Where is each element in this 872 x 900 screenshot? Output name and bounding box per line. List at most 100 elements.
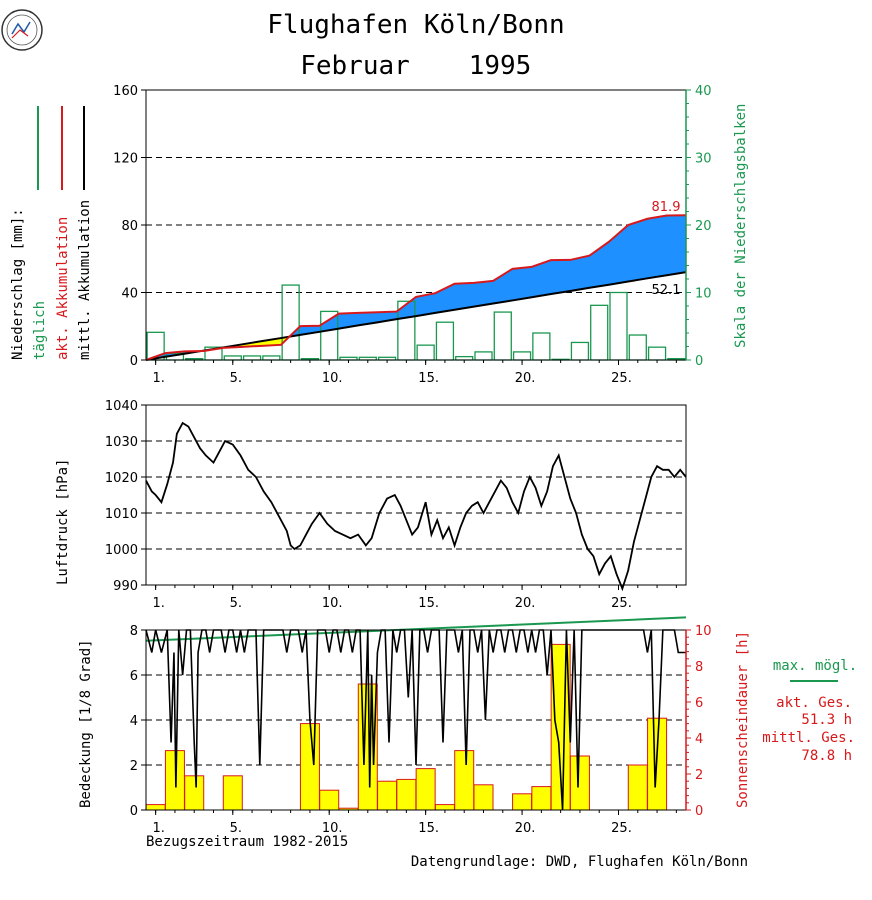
accum-surplus-area <box>557 260 558 294</box>
accum-surplus-area <box>621 230 622 283</box>
legend-actual: akt. Akkumulation <box>55 217 71 360</box>
accum-surplus-area <box>361 312 362 325</box>
accum-surplus-area <box>618 233 619 284</box>
precip-daily-bar <box>512 351 532 361</box>
accum-surplus-area <box>652 217 653 278</box>
accum-surplus-area <box>467 283 468 308</box>
accum-surplus-area <box>437 291 438 313</box>
sunshine-bar <box>145 804 166 811</box>
accum-surplus-area <box>537 264 538 297</box>
y-right-tick-label: 10 <box>695 624 712 639</box>
accum-surplus-area <box>450 285 451 311</box>
accum-surplus-area <box>664 215 665 276</box>
accum-surplus-area <box>354 313 355 327</box>
precip-daily-bar <box>242 355 262 361</box>
accum-surplus-area <box>445 287 446 312</box>
accum-surplus-area <box>322 323 323 332</box>
y-tick-label: 120 <box>113 152 138 167</box>
accum-surplus-area <box>343 313 344 328</box>
accum-surplus-area <box>564 259 565 292</box>
accum-surplus-area <box>661 216 662 277</box>
accum-surplus-area <box>380 312 381 322</box>
accum-surplus-area <box>476 282 477 307</box>
x-tick-label: 20. <box>515 821 536 836</box>
accum-surplus-area <box>555 260 556 294</box>
accum-surplus-area <box>304 325 305 335</box>
data-source: Datengrundlage: DWD, Flughafen Köln/Bonn <box>411 854 748 870</box>
accum-surplus-area <box>499 276 500 303</box>
accum-surplus-area <box>616 234 617 284</box>
accum-surplus-area <box>453 284 454 310</box>
accum-surplus-area <box>309 325 310 334</box>
accum-surplus-area <box>494 279 495 304</box>
accum-surplus-area <box>382 312 383 322</box>
accum-surplus-area <box>406 303 407 318</box>
y-tick-label: 0 <box>130 354 138 369</box>
accum-surplus-area <box>335 315 336 330</box>
accum-surplus-area <box>559 260 560 293</box>
accum-surplus-area <box>572 259 573 291</box>
accum-surplus-area <box>371 312 372 324</box>
pressure-line <box>145 421 687 592</box>
accum-surplus-area <box>368 312 369 324</box>
accum-surplus-area <box>522 267 523 299</box>
accum-surplus-area <box>677 215 678 274</box>
accum-surplus-area <box>367 312 368 325</box>
accum-surplus-area <box>558 260 559 293</box>
accum-surplus-area <box>502 274 503 303</box>
accum-surplus-area <box>435 292 436 313</box>
accum-surplus-area <box>464 283 465 309</box>
accum-surplus-area <box>383 312 384 322</box>
accum-surplus-area <box>671 215 672 275</box>
accum-surplus-area <box>645 219 646 279</box>
accum-surplus-area <box>633 223 634 281</box>
accum-surplus-area <box>401 307 402 319</box>
accum-surplus-area <box>486 281 487 305</box>
accum-surplus-area <box>682 215 683 273</box>
accum-surplus-area <box>510 269 511 301</box>
precip-right-ylabel: Skala der Niederschlagsbalken <box>733 104 749 348</box>
accum-surplus-area <box>474 282 475 307</box>
accum-surplus-area <box>598 248 599 287</box>
precip-daily-bar <box>474 351 493 361</box>
accum-surplus-area <box>588 255 589 289</box>
accum-surplus-area <box>517 268 518 300</box>
x-tick-label: 10. <box>322 821 343 836</box>
accum-surplus-area <box>640 220 641 280</box>
x-tick-label: 20. <box>515 596 536 611</box>
accum-surplus-area <box>328 319 329 331</box>
accum-surplus-area <box>681 215 682 273</box>
y-right-tick-label: 30 <box>695 152 712 167</box>
accum-surplus-area <box>485 281 486 305</box>
accum-deficit-area <box>278 338 279 345</box>
accum-surplus-area <box>372 312 373 324</box>
accum-surplus-area <box>316 325 317 333</box>
accum-surplus-area <box>521 267 522 300</box>
x-tick-label: 1. <box>152 596 164 611</box>
accum-surplus-area <box>353 313 354 327</box>
accum-surplus-area <box>528 267 529 298</box>
accum-surplus-area <box>462 283 463 309</box>
y-tick-label: 1030 <box>105 435 138 450</box>
accum-surplus-area <box>444 288 445 312</box>
accum-surplus-area <box>533 266 534 298</box>
accum-surplus-area <box>580 257 581 290</box>
accum-surplus-area <box>441 289 442 312</box>
mean-total-label: mittl. Ges. <box>762 730 855 746</box>
accum-surplus-area <box>631 223 632 282</box>
accum-surplus-area <box>355 312 356 326</box>
accum-surplus-area <box>579 257 580 290</box>
accum-surplus-area <box>493 280 494 304</box>
accum-surplus-area <box>546 261 547 295</box>
accum-surplus-area <box>488 281 489 305</box>
accum-surplus-area <box>684 215 685 273</box>
accum-surplus-area <box>342 313 343 329</box>
accum-surplus-area <box>491 280 492 304</box>
y-tick-label: 990 <box>113 579 138 594</box>
accum-surplus-area <box>314 325 315 333</box>
accum-surplus-area <box>425 294 426 315</box>
accum-surplus-area <box>495 279 496 304</box>
accum-surplus-area <box>620 231 621 283</box>
accum-surplus-area <box>331 317 332 330</box>
accum-deficit-area <box>265 340 266 346</box>
